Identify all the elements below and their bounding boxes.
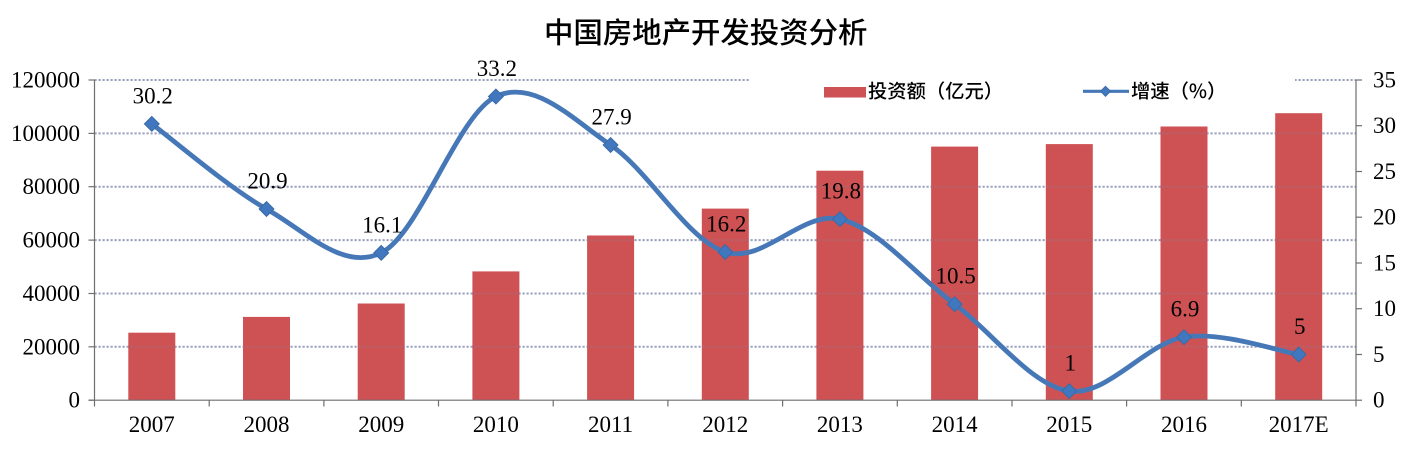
- svg-text:2011: 2011: [588, 412, 633, 437]
- svg-text:10: 10: [1373, 296, 1396, 321]
- svg-text:5: 5: [1294, 314, 1306, 339]
- svg-text:30.2: 30.2: [133, 83, 173, 108]
- svg-text:2014: 2014: [932, 412, 979, 437]
- svg-text:20.9: 20.9: [247, 169, 287, 194]
- svg-text:0: 0: [1373, 388, 1385, 413]
- svg-text:2010: 2010: [473, 412, 519, 437]
- svg-text:2013: 2013: [817, 412, 863, 437]
- svg-text:5: 5: [1373, 342, 1385, 367]
- svg-text:0: 0: [69, 388, 81, 413]
- svg-text:25: 25: [1373, 159, 1396, 184]
- svg-text:100000: 100000: [11, 121, 80, 146]
- svg-text:2012: 2012: [702, 412, 748, 437]
- svg-text:2007: 2007: [129, 412, 175, 437]
- svg-text:1: 1: [1065, 351, 1077, 376]
- svg-text:27.9: 27.9: [591, 105, 631, 130]
- svg-text:16.2: 16.2: [706, 212, 746, 237]
- svg-text:20: 20: [1373, 205, 1396, 230]
- svg-text:2009: 2009: [358, 412, 404, 437]
- svg-text:2008: 2008: [244, 412, 290, 437]
- svg-text:2016: 2016: [1161, 412, 1207, 437]
- svg-text:10.5: 10.5: [935, 264, 975, 289]
- svg-text:33.2: 33.2: [477, 56, 517, 81]
- svg-text:30: 30: [1373, 113, 1396, 138]
- svg-text:60000: 60000: [23, 228, 81, 253]
- svg-text:16.1: 16.1: [362, 212, 402, 237]
- svg-text:40000: 40000: [23, 281, 81, 306]
- svg-text:2017E: 2017E: [1269, 412, 1329, 437]
- svg-text:15: 15: [1373, 251, 1396, 276]
- svg-text:20000: 20000: [23, 334, 81, 359]
- svg-text:19.8: 19.8: [821, 179, 861, 204]
- svg-text:6.9: 6.9: [1171, 297, 1200, 322]
- svg-text:120000: 120000: [11, 68, 80, 93]
- svg-text:35: 35: [1373, 68, 1396, 93]
- svg-text:80000: 80000: [23, 174, 81, 199]
- svg-text:2015: 2015: [1046, 412, 1092, 437]
